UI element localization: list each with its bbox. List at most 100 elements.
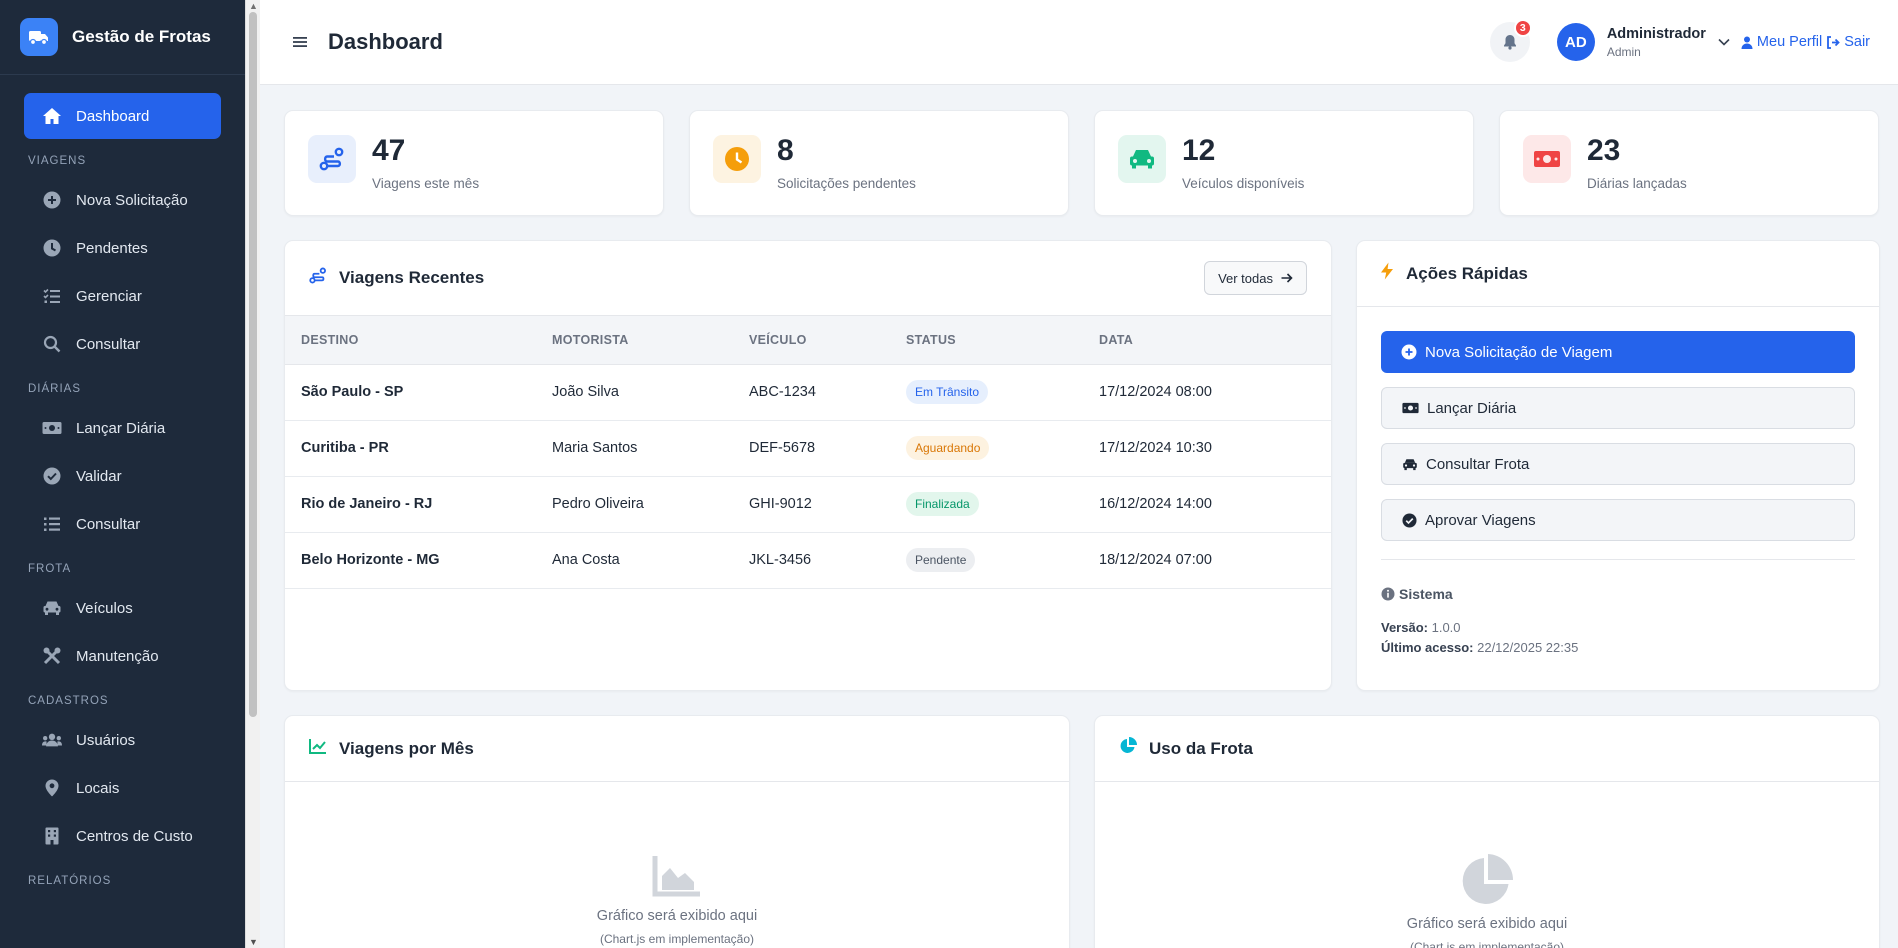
profile-link[interactable]: Meu Perfil [1741,34,1822,50]
sidebar-item-pendentes[interactable]: Pendentes [24,225,221,271]
new-trip-request-button[interactable]: Nova Solicitação de Viagem [1381,331,1855,373]
clock-icon [42,238,62,258]
menu-toggle-icon[interactable] [290,32,310,52]
money-icon [1402,402,1419,414]
section-diarias: DIÁRIAS [28,383,82,395]
sidebar-item-label: Consultar [76,335,141,353]
cell-status: Pendente [906,532,1099,589]
sidebar-item-manutencao[interactable]: Manutenção [24,633,221,679]
stat-card-diarias: 23 Diárias lançadas [1499,110,1879,216]
sidebar-item-gerenciar[interactable]: Gerenciar [24,273,221,319]
consult-fleet-button[interactable]: Consultar Frota [1381,443,1855,485]
building-icon [42,826,62,846]
car-icon [1118,135,1166,183]
table-header-row: DESTINO MOTORISTA VEÍCULO STATUS DATA [285,316,1331,365]
check-circle-icon [42,466,62,486]
car-icon [1403,458,1417,470]
consult-fleet-label: Consultar Frota [1426,455,1530,473]
sidebar-item-dashboard[interactable]: Dashboard [24,93,221,139]
sidebar-scrollbar-thumb[interactable] [249,12,257,717]
sidebar-item-locais[interactable]: Locais [24,765,221,811]
user-role: Admin [1606,44,1641,59]
last-access-line: Último acesso: 22/12/2025 22:35 [1381,640,1855,655]
car-icon [42,598,62,618]
info-icon [1381,587,1395,601]
logout-link[interactable]: Sair [1826,34,1870,50]
sidebar-item-label: Dashboard [76,107,150,125]
logout-icon [1827,35,1840,49]
table-row[interactable]: Rio de Janeiro - RJ Pedro Oliveira GHI-9… [285,476,1331,533]
sidebar-item-label: Consultar [76,515,141,533]
placeholder-text: Gráfico será exibido aqui [596,908,758,924]
user-info[interactable]: Administrador Admin [1607,26,1706,59]
fleet-chart-placeholder: Gráfico será exibido aqui (Chart.js em i… [1095,782,1879,948]
cell-motorista: Maria Santos [552,420,749,477]
money-icon [42,418,62,438]
profile-link-label: Meu Perfil [1756,34,1823,50]
cell-motorista: Ana Costa [552,532,749,589]
sidebar-item-usuarios[interactable]: Usuários [24,717,221,763]
table-row[interactable]: Belo Horizonte - MG Ana Costa JKL-3456 P… [285,532,1331,589]
user-icon [1741,36,1753,49]
chevron-down-icon[interactable] [1718,38,1730,46]
col-status: STATUS [906,316,1099,365]
search-icon [42,334,62,354]
status-badge: Finalizada [906,492,979,516]
notifications-button[interactable]: 3 [1489,19,1532,62]
quick-actions-header: Ações Rápidas [1357,241,1879,307]
sidebar-item-lancar-diaria[interactable]: Lançar Diária [24,405,221,451]
recent-trips-panel: Viagens Recentes Ver todas DESTINO MOTOR… [284,240,1332,691]
sidebar-item-consultar-diarias[interactable]: Consultar [24,501,221,547]
scroll-down-arrow-icon[interactable]: ▼ [249,937,258,947]
sidebar-scrollbar[interactable]: ▲ ▼ [245,0,260,948]
version-value: 1.0.0 [1431,620,1461,635]
route-icon [308,135,356,183]
avatar[interactable]: AD [1556,23,1595,61]
notification-count-badge: 3 [1513,19,1532,37]
table-row[interactable]: São Paulo - SP João Silva ABC-1234 Em Tr… [285,364,1331,421]
route-icon [309,267,327,289]
page-title: Dashboard [328,29,443,54]
section-frota: FROTA [28,563,72,575]
sidebar-item-label: Manutenção [76,647,159,665]
cell-destino: Curitiba - PR [285,420,552,477]
truck-icon [20,18,58,56]
stat-label: Diárias lançadas [1587,175,1687,191]
sidebar-item-consultar-viagens[interactable]: Consultar [24,321,221,367]
status-badge: Pendente [906,548,976,572]
sidebar-item-label: Locais [76,779,120,797]
launch-daily-button[interactable]: Lançar Diária [1381,387,1855,429]
sidebar-item-label: Veículos [76,599,133,617]
approve-trips-button[interactable]: Aprovar Viagens [1381,499,1855,541]
view-all-button[interactable]: Ver todas [1204,261,1307,295]
sidebar-item-nova-solicitacao[interactable]: Nova Solicitação [24,177,221,223]
brand[interactable]: Gestão de Frotas [0,0,245,75]
placeholder-text: Gráfico será exibido aqui [1406,916,1568,932]
cell-destino: Belo Horizonte - MG [285,532,552,589]
quick-actions-title: Ações Rápidas [1406,263,1528,283]
system-title: Sistema [1381,586,1855,602]
sidebar-item-validar[interactable]: Validar [24,453,221,499]
version-label: Versão: [1381,620,1428,635]
new-trip-request-label: Nova Solicitação de Viagem [1425,343,1613,361]
scroll-up-arrow-icon[interactable]: ▲ [249,1,258,11]
sidebar-item-label: Lançar Diária [76,419,166,437]
stat-label: Solicitações pendentes [777,175,916,191]
stat-value: 12 [1182,133,1216,167]
sidebar-item-veiculos[interactable]: Veículos [24,585,221,631]
stat-value: 8 [777,133,794,167]
stat-value: 47 [372,133,406,167]
header-actions: 3 AD Administrador Admin Meu Perfil Sair [1489,19,1898,62]
recent-trips-header: Viagens Recentes Ver todas [285,241,1331,316]
sidebar-item-centros-de-custo[interactable]: Centros de Custo [24,813,221,859]
top-header: Dashboard 3 AD Administrador Admin Meu P… [260,0,1898,85]
status-badge: Em Trânsito [906,380,989,404]
last-access-value: 22/12/2025 22:35 [1477,640,1579,655]
stat-label: Veículos disponíveis [1182,175,1305,191]
status-badge: Aguardando [906,436,990,460]
stat-card-solicitacoes: 8 Solicitações pendentes [689,110,1069,216]
table-row[interactable]: Curitiba - PR Maria Santos DEF-5678 Agua… [285,420,1331,477]
brand-title: Gestão de Frotas [72,27,211,46]
map-pin-icon [42,778,62,798]
sidebar-item-label: Pendentes [76,239,148,257]
